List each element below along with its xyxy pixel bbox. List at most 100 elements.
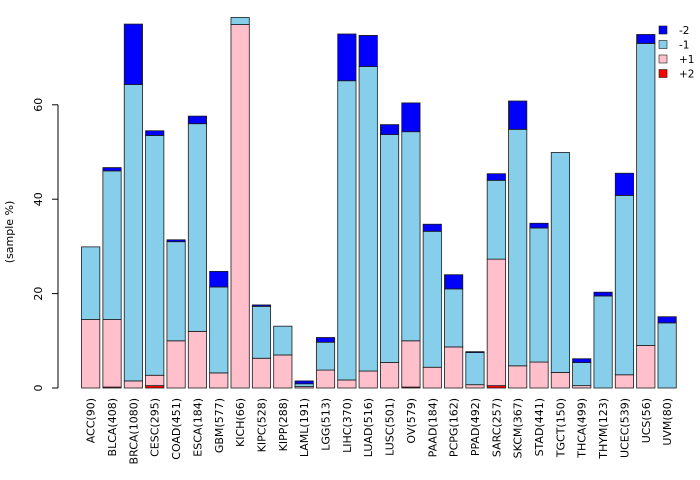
x-tick-label: ESCA(184) (191, 398, 204, 457)
x-tick-label: SARC(257) (490, 398, 503, 457)
x-tick-label: TGCT(150) (554, 398, 567, 458)
bar-segment (337, 33, 357, 82)
bar-segment (166, 340, 186, 389)
legend-swatch (658, 69, 668, 78)
bar-segment (123, 84, 143, 382)
bar-segment (550, 152, 570, 373)
bar-segment (315, 337, 336, 343)
bar-segment (251, 304, 272, 307)
bar-segment (486, 258, 506, 387)
y-tick-label: 20 (32, 287, 45, 301)
x-tick-label: LUSC(501) (384, 398, 397, 456)
x-tick-label: PCPG(162) (448, 398, 461, 457)
bar-segment (145, 130, 165, 136)
bar-segment (380, 362, 400, 389)
bar-segment (401, 131, 421, 342)
bar-segment (315, 341, 336, 371)
bar-segment (358, 370, 378, 389)
x-tick-label: PPAD(492) (469, 398, 482, 456)
x-tick-label: LIHC(370) (341, 398, 354, 453)
bar-segment (572, 362, 592, 387)
bar-segment (657, 316, 677, 324)
legend: -2 -1 +1 +2 (658, 25, 694, 81)
bar-segment (486, 173, 506, 181)
bar-segment (465, 384, 485, 389)
y-axis-label: (sample %) (3, 201, 16, 264)
bar-segment (529, 227, 549, 363)
bar-segment (401, 102, 421, 133)
bar-segment (614, 374, 634, 389)
x-tick-labels: ACC(90) BLCA(408) BRCA(1080) CESC(295) COAD(… (85, 398, 674, 464)
bar-segment (358, 66, 378, 372)
bar-segment (358, 35, 378, 67)
x-tick-label: GBM(577) (213, 398, 226, 453)
y-tick-label: 60 (32, 98, 45, 112)
bar-segment (123, 380, 143, 389)
bar-segment (380, 124, 400, 135)
y-tick-label: 0 (32, 385, 45, 392)
x-tick-label: OV(579) (405, 398, 418, 444)
bar-segment (550, 372, 570, 389)
bar-segment (187, 123, 207, 332)
bar-segment (337, 379, 357, 389)
bar-segment (81, 246, 101, 320)
bar-segment (187, 330, 207, 389)
bar-segment (593, 291, 613, 297)
bar-segment (209, 286, 229, 374)
bar-segment (209, 372, 229, 389)
bar-segment (187, 115, 207, 125)
bar-segment (401, 340, 421, 388)
bar-segment (486, 179, 506, 260)
x-tick-label: UCEC(539) (618, 398, 631, 458)
bar-segment (230, 17, 250, 25)
bar-segment (593, 295, 613, 389)
bar-segment (614, 195, 634, 376)
bar-segment (444, 288, 464, 348)
x-tick-label: UCS(56) (640, 398, 653, 443)
bar-segment (294, 383, 314, 387)
bar-segment (444, 274, 464, 290)
bar-segment (636, 345, 656, 389)
bar-segment (315, 369, 336, 389)
bars-group (81, 17, 677, 389)
legend-swatch (658, 25, 668, 35)
bar-segment (145, 135, 165, 376)
bar-segment (636, 43, 656, 346)
bar-segment (273, 354, 293, 389)
y-tick-label: 40 (32, 192, 45, 206)
x-tick-label: KIPP(288) (277, 398, 290, 451)
bar-segment (337, 80, 357, 381)
bar-segment (273, 325, 293, 356)
legend-label: +1 (679, 54, 694, 66)
bar-segment (81, 319, 101, 389)
bar-segment (251, 305, 272, 359)
x-tick-label: SKCM(367) (512, 398, 525, 458)
bar-segment (636, 34, 656, 44)
bar-segment (102, 319, 122, 388)
legend-label: -1 (679, 40, 689, 52)
bar-segment (508, 365, 528, 389)
x-tick-label: LAML(191) (298, 398, 311, 457)
x-tick-label: LUAD(516) (362, 398, 375, 457)
bar-segment (529, 222, 549, 229)
bar-segment (422, 223, 442, 232)
bar-segment (508, 128, 528, 367)
bar-segment (380, 134, 400, 363)
bar-segment (102, 170, 122, 320)
bar-segment (572, 358, 592, 363)
x-tick-label: KICH(66) (234, 398, 247, 447)
bar-segment (529, 361, 549, 389)
bar-segment (657, 322, 677, 389)
bar-segment (145, 374, 165, 387)
x-tick-label: CESC(295) (149, 398, 162, 457)
legend-swatch (658, 54, 668, 64)
bar-segment (294, 380, 314, 385)
x-tick-label: PAAD(184) (426, 398, 439, 457)
bar-segment (166, 241, 186, 342)
bar-segment (251, 357, 272, 389)
bar-segment (465, 351, 485, 354)
x-tick-label: THCA(499) (576, 398, 589, 459)
x-tick-label: COAD(451) (170, 398, 183, 460)
legend-label: -2 (679, 25, 689, 37)
